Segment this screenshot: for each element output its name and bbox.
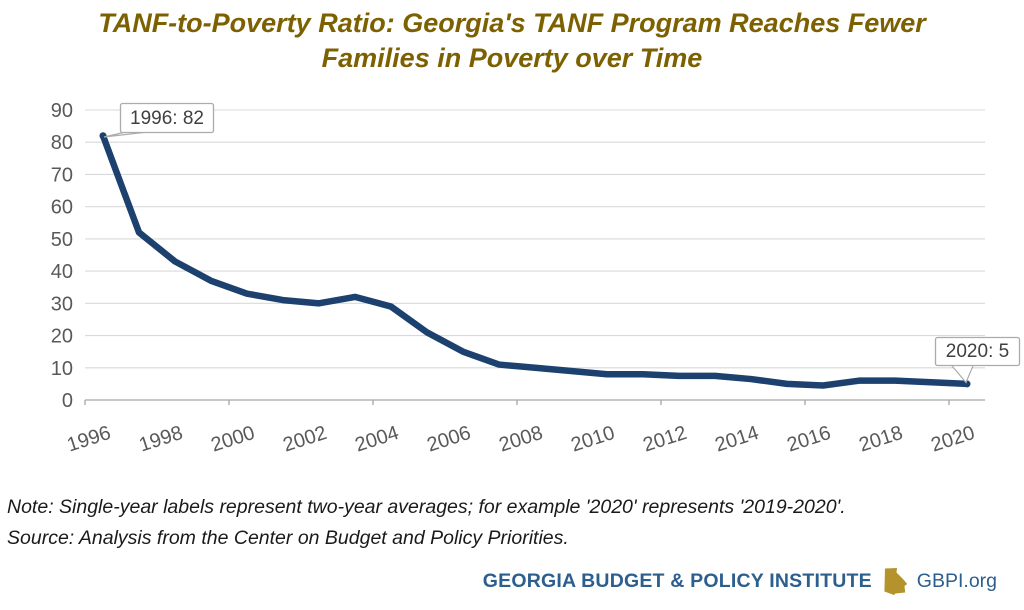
callout-1996-text: 1996: 82 <box>130 108 204 129</box>
note-text: Note: Single-year labels represent two-y… <box>7 496 846 518</box>
georgia-state-shape <box>884 568 907 595</box>
y-axis-label: 20 <box>51 326 73 348</box>
y-axis-label: 70 <box>51 164 73 186</box>
data-point-marker <box>99 132 107 140</box>
chart-title: TANF-to-Poverty Ratio: Georgia's TANF Pr… <box>0 6 1024 76</box>
y-axis-label: 10 <box>51 358 73 380</box>
y-axis-label: 80 <box>51 132 73 154</box>
chart-title-line2: Families in Poverty over Time <box>321 43 703 73</box>
x-axis-label: 2006 <box>424 422 473 457</box>
y-axis-label: 90 <box>51 100 73 122</box>
chart-canvas: 0 10 20 30 40 50 60 70 80 90 1996 1998 2000 2002 2004 2… <box>51 100 1021 457</box>
data-line <box>99 132 971 389</box>
chart-generated: 0 10 20 30 40 50 60 70 80 90 1996 1998 2000 2002 2004 2… <box>51 100 985 457</box>
x-axis-label: 2002 <box>280 422 329 457</box>
y-axis-label: 30 <box>51 293 73 315</box>
site-link[interactable]: GBPI.org <box>916 569 997 592</box>
callout-2020-text: 2020: 5 <box>946 341 1009 362</box>
x-axis-label: 2004 <box>352 422 401 457</box>
georgia-state-icon <box>884 568 907 595</box>
callout-1996: 1996: 82 <box>103 102 215 138</box>
notes-block: Note: Single-year labels represent two-y… <box>7 492 1017 554</box>
footer-brand: GEORGIA BUDGET & POLICY INSTITUTE GBPI.o… <box>483 566 997 596</box>
source-text: Source: Analysis from the Center on Budg… <box>7 527 569 549</box>
callout-2020: 2020: 5 <box>934 336 1021 384</box>
x-axis-label: 2008 <box>496 422 545 457</box>
y-axis-label: 50 <box>51 229 73 251</box>
y-axis-label: 40 <box>51 261 73 283</box>
org-name: GEORGIA BUDGET & POLICY INSTITUTE <box>482 569 872 592</box>
callout-2020-box <box>934 336 1021 367</box>
x-axis-label: 1998 <box>136 422 185 457</box>
callout-2020-pointer <box>948 362 975 384</box>
x-axis-label: 2012 <box>640 422 689 457</box>
x-axis-label: 2000 <box>208 422 257 457</box>
x-axis-label: 2016 <box>784 422 833 457</box>
x-axis-label: 1996 <box>64 422 113 457</box>
x-axis-label: 2020 <box>928 422 977 457</box>
callout-1996-box <box>119 102 215 134</box>
x-axis-label: 2010 <box>568 422 617 457</box>
chart-title-line1: TANF-to-Poverty Ratio: Georgia's TANF Pr… <box>98 8 926 38</box>
y-axis-label: 0 <box>62 390 73 412</box>
x-axis-label: 2014 <box>712 422 761 457</box>
x-axis-label: 2018 <box>856 422 905 457</box>
y-axis-label: 60 <box>51 197 73 219</box>
